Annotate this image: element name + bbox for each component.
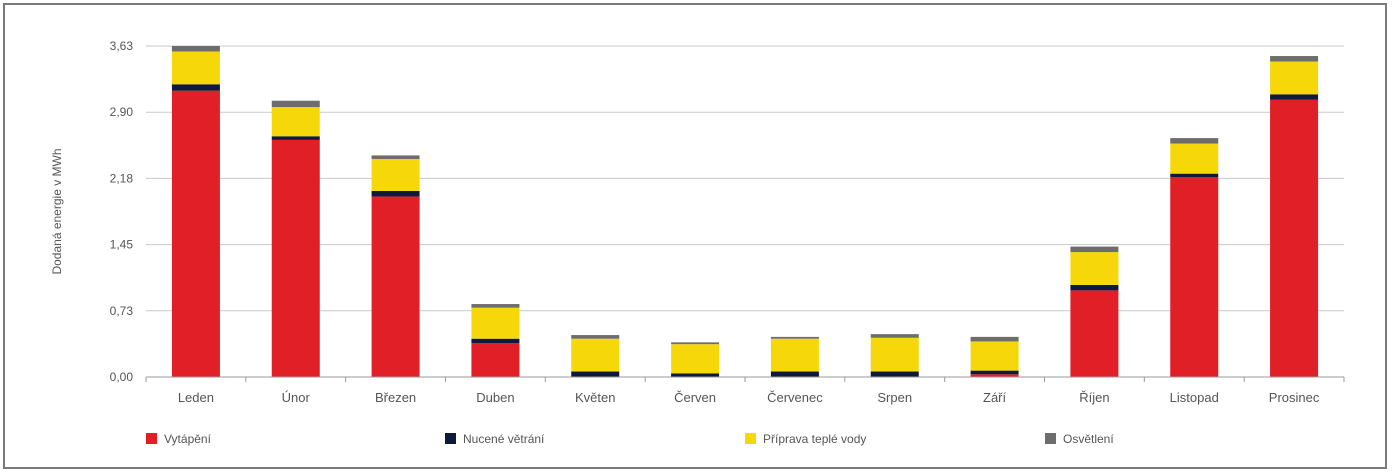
x-tick-label: Únor [282,390,311,405]
bar-segment [1070,284,1119,291]
bar-segment [770,336,819,339]
bar-segment [1270,61,1319,95]
bar-segment [1270,94,1319,100]
y-tick-label: 0,00 [110,370,134,384]
bar-segment [371,159,420,191]
x-tick-label: Srpen [877,390,912,405]
bar-segment [970,374,1019,377]
legend-swatch [745,433,756,444]
legend: Vytápění Nucené větrání Příprava teplé vod… [146,432,1114,446]
bar-segment [271,107,320,137]
legend-label: Příprava teplé vody [763,432,866,446]
y-tick-label: 0,73 [110,304,134,318]
x-tick-label: Březen [375,390,416,405]
bar-segment [770,371,819,377]
x-axis-labels: Leden Únor Březen Duben Květen Červen Červenec… [178,390,1320,405]
bar-segment [870,371,919,377]
y-tick-label: 3,63 [110,39,134,53]
bars [171,46,1319,378]
bar-segment [1070,290,1119,377]
bar-segment [271,100,320,108]
bar-segment [1070,246,1119,253]
bar-segment [970,370,1019,375]
x-tick-label: Duben [476,390,514,405]
x-tick-label: Květen [575,390,615,405]
legend-swatch [1045,433,1056,444]
bar-segment [471,338,520,344]
legend-label: Osvětlení [1063,432,1114,446]
bar-segment [371,190,420,197]
bar-segment [571,371,620,377]
legend-swatch [146,433,157,444]
x-tick-label: Listopad [1170,390,1219,405]
bar-segment [671,373,720,377]
legend-label: Vytápění [164,432,212,446]
bar-segment [770,338,819,372]
bar-segment [271,139,320,377]
legend-label: Nucené větrání [463,432,545,446]
bar-segment [671,344,720,374]
bar-segment [471,343,520,377]
bar-segment [1170,173,1219,178]
bar-segment [171,84,220,91]
bar-segment [171,51,220,85]
bar-segment [1170,177,1219,377]
bar-segment [870,334,919,338]
x-tick-label: Leden [178,390,214,405]
bar-segment [471,304,520,308]
x-axis [145,376,1345,382]
chart-frame [3,3,1387,469]
bar-segment [371,196,420,377]
bar-segment [1170,143,1219,174]
bar-segment [970,336,1019,342]
bar-segment [671,342,720,345]
bar-segment [1070,252,1119,285]
bar-segment [571,335,620,339]
bar-segment [1170,138,1219,144]
bar-segment [1270,56,1319,62]
bar-segment [970,341,1019,371]
y-tick-label: 2,18 [110,171,134,185]
y-axis-title: Dodaná energie v MWh [50,148,64,274]
legend-swatch [445,433,456,444]
bar-segment [271,136,320,140]
bar-segment [571,338,620,372]
gridlines [146,45,1344,312]
bar-segment [171,46,220,52]
bar-segment [171,90,220,377]
x-tick-label: Prosinec [1269,390,1320,405]
bar-segment [870,337,919,372]
bar-segment [471,307,520,339]
x-tick-label: Červen [674,390,716,405]
bar-segment [371,155,420,160]
x-tick-label: Červenec [767,390,823,405]
y-tick-label: 1,45 [110,238,134,252]
y-axis-ticks: 0,00 0,73 1,45 2,18 2,90 3,63 [110,39,134,384]
x-tick-label: Říjen [1079,390,1109,405]
y-tick-label: 2,90 [110,105,134,119]
bar-segment [1270,99,1319,378]
x-tick-label: Září [983,390,1007,405]
